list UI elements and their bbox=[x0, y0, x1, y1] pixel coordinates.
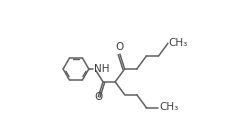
Text: CH₃: CH₃ bbox=[169, 38, 188, 48]
Text: NH: NH bbox=[93, 64, 109, 74]
Text: O: O bbox=[94, 92, 103, 102]
Text: CH₃: CH₃ bbox=[159, 102, 178, 112]
Text: O: O bbox=[115, 42, 124, 52]
